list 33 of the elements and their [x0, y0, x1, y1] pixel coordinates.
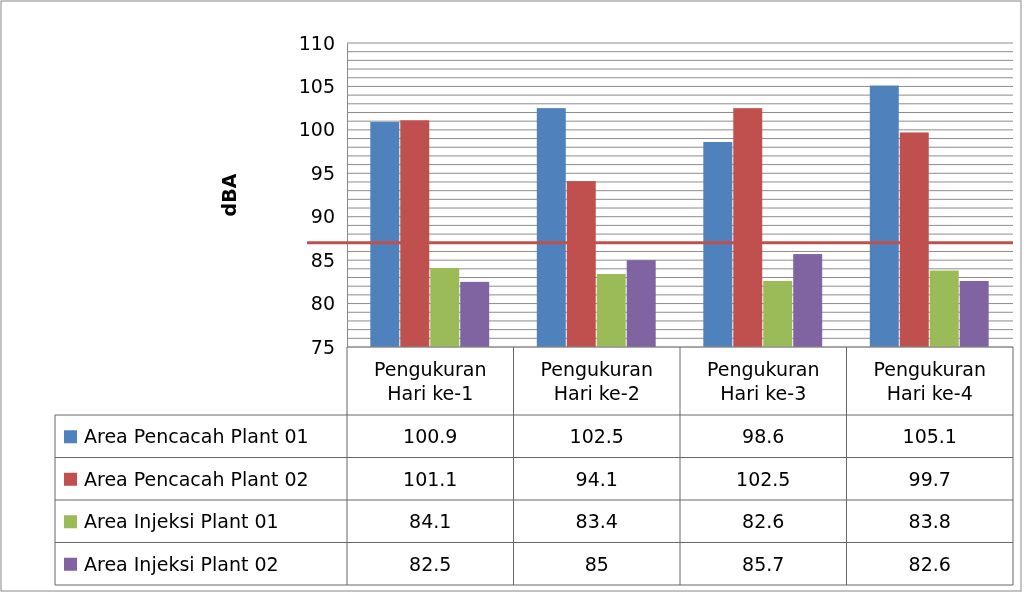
data-label: 84.1 — [409, 510, 452, 533]
legend-label: Area Injeksi Plant 02 — [84, 552, 279, 575]
y-tick-label: 80 — [310, 292, 335, 315]
legend-label: Area Pencacah Plant 01 — [84, 425, 309, 448]
y-tick-label: 90 — [310, 205, 335, 228]
data-label: 85 — [584, 552, 609, 575]
data-label: 94.1 — [575, 467, 618, 490]
y-tick-label: 110 — [298, 31, 335, 54]
data-label: 83.4 — [575, 510, 618, 533]
y-tick-label: 75 — [310, 335, 335, 358]
data-label: 99.7 — [908, 467, 951, 490]
data-label: 102.5 — [736, 467, 791, 490]
x-tick-label: Pengukuran Hari ke-1 — [373, 358, 487, 404]
y-axis-title: dBA — [218, 173, 240, 217]
data-label: 82.5 — [409, 552, 452, 575]
legend-label: Area Injeksi Plant 01 — [84, 510, 279, 533]
x-tick-label: Pengukuran Hari ke-4 — [873, 358, 987, 404]
data-label: 101.1 — [403, 467, 458, 490]
data-label: 82.6 — [742, 510, 785, 533]
y-tick-label: 100 — [298, 118, 335, 141]
data-label: 98.6 — [742, 425, 785, 448]
data-label: 83.8 — [908, 510, 951, 533]
data-label: 100.9 — [403, 425, 458, 448]
data-label: 102.5 — [569, 425, 624, 448]
y-tick-label: 85 — [310, 248, 335, 271]
data-label: 85.7 — [742, 552, 785, 575]
y-tick-label: 105 — [298, 75, 335, 98]
x-tick-label: Pengukuran Hari ke-2 — [540, 358, 654, 404]
data-label: 105.1 — [902, 425, 957, 448]
data-label: 82.6 — [908, 552, 951, 575]
x-tick-label: Pengukuran Hari ke-3 — [706, 358, 820, 404]
y-tick-label: 95 — [310, 161, 335, 184]
legend-label: Area Pencacah Plant 02 — [84, 467, 309, 490]
